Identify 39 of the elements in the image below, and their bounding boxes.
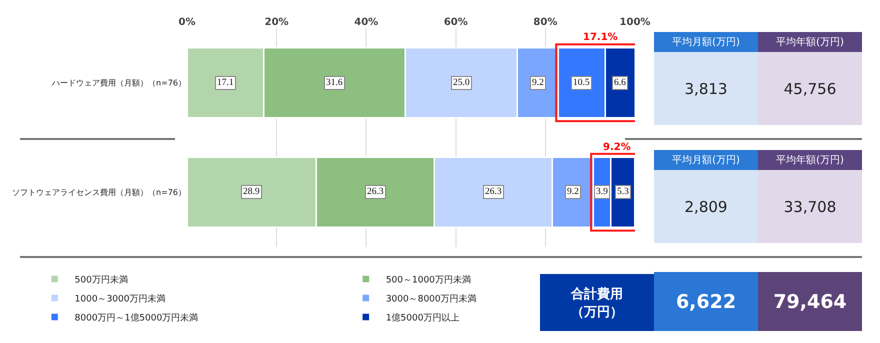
data-label: 26.3 (485, 187, 502, 197)
data-label: 5.3 (617, 187, 630, 197)
x-tick-label: 20% (264, 17, 289, 28)
data-label: 17.1 (217, 78, 234, 88)
data-label: 9.2 (532, 78, 544, 88)
y-tick-label: ハードウェア費用（月額）（n=76） (51, 78, 186, 88)
annotation: 17.1% (583, 32, 618, 43)
x-tick-label: 60% (444, 17, 468, 28)
x-tick-label: 80% (533, 17, 558, 28)
text: 3,813 (684, 80, 728, 98)
legend-label: 8000万円～1億5000万円未満 (74, 312, 198, 324)
legend-label: 1000～3000万円未満 (74, 294, 166, 305)
x-tick-label: 100% (620, 17, 650, 28)
text: 6,622 (676, 290, 736, 312)
data-label: 3.9 (596, 187, 608, 197)
text: 平均月額(万円) (672, 36, 740, 49)
data-label: 31.6 (326, 78, 343, 88)
text: 平均月額(万円) (672, 154, 740, 167)
y-tick-label: ソフトウェアライセンス費用（月額）（n=76） (12, 188, 186, 198)
text: 合計費用（万円） (570, 286, 624, 320)
annotation: 9.2% (603, 142, 631, 153)
data-label: 6.6 (614, 78, 626, 88)
text: 33,708 (784, 198, 836, 216)
x-tick-label: 40% (354, 17, 378, 28)
data-label: 26.3 (367, 187, 384, 197)
data-label: 25.0 (453, 78, 470, 88)
text: 79,464 (773, 290, 847, 312)
legend-label: 500～1000万円未満 (386, 274, 471, 286)
data-label: 9.2 (567, 187, 580, 197)
data-label: 10.5 (573, 78, 590, 88)
legend-label: 3000～8000万円未満 (386, 294, 477, 305)
data-label: 28.9 (243, 187, 260, 197)
text: 平均年額(万円) (776, 36, 844, 49)
text: 45,756 (784, 80, 836, 98)
legend-label: 1億5000万円以上 (386, 312, 460, 324)
x-tick-label: 0% (178, 17, 196, 28)
text: 2,809 (684, 198, 728, 216)
text: 平均年額(万円) (776, 154, 844, 167)
legend-label: 500万円未満 (74, 274, 128, 286)
